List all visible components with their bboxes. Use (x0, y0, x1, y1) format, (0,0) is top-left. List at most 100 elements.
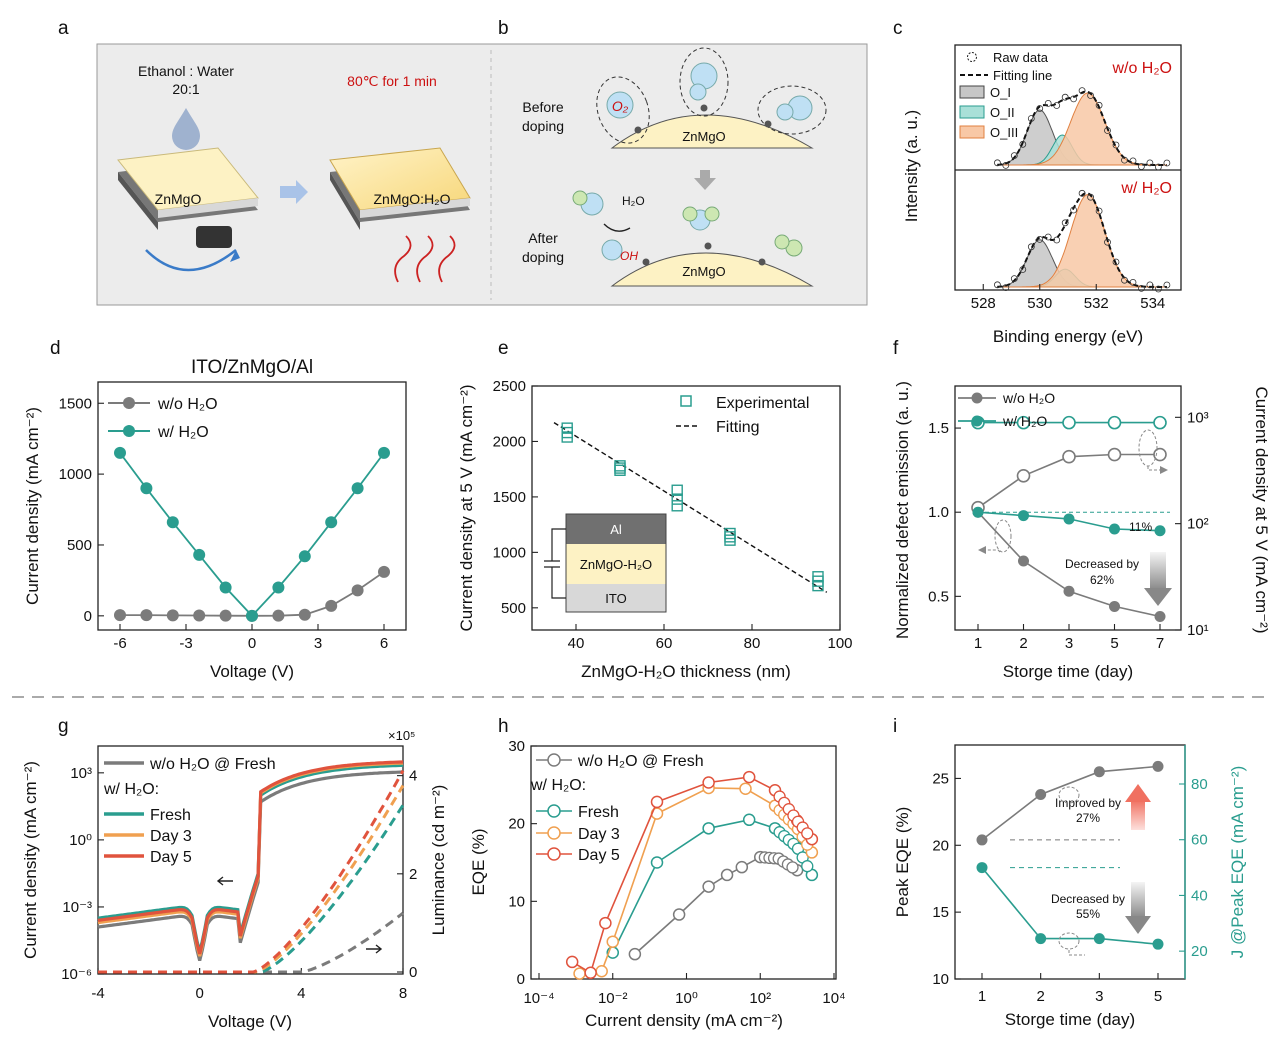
legend-h-teal: Fresh (578, 804, 619, 821)
xps-raw-point (1044, 233, 1052, 241)
xps-fitting-line (997, 192, 1167, 288)
annotation-i-decreased: Decreased by (1051, 892, 1125, 906)
chart-f-xlabel: Storge time (day) (1003, 662, 1133, 681)
chart-c-plot (994, 87, 1171, 293)
legend-oiii: O_III (990, 125, 1018, 140)
annotation-i-improved: Improved by (1055, 796, 1121, 810)
point-h-red (702, 776, 715, 789)
point-h-orange (573, 967, 586, 980)
xps-raw-point (1163, 159, 1171, 167)
xps-raw-point (1036, 105, 1044, 112)
heat-wave-icon (416, 235, 434, 283)
point-h-gray (702, 880, 715, 893)
tick-label-i-x: 3 (1095, 988, 1103, 1005)
point-i-peak-eqe (1035, 788, 1047, 800)
legend-marker-raw (967, 52, 977, 62)
point-d-gray (325, 599, 338, 612)
axis-indicator-f (1138, 429, 1158, 467)
legend-marker-gray (971, 392, 983, 404)
tick-label-g-x: 4 (297, 985, 305, 1002)
point-d-gray (351, 584, 364, 597)
point-f-current-teal (1016, 415, 1031, 430)
legend-swatch-oiii (959, 125, 985, 139)
xps-raw-point (1121, 156, 1128, 164)
legend-marker-orange (547, 826, 561, 840)
grain-bottom-label: ZnMgO (682, 264, 725, 279)
chart-h: 10⁻⁴ 10⁻² 10⁰ 10² 10⁴ 0 10 20 30 Current density… (469, 738, 846, 1030)
xps-raw-point (1155, 285, 1162, 293)
axis-arrowhead-f (1160, 466, 1168, 474)
inset-layer-al-label: Al (610, 522, 622, 537)
point-d-teal (140, 482, 153, 495)
chart-h-ylabel: EQE (%) (469, 828, 488, 895)
tick-label-i-y: 15 (932, 904, 949, 921)
xps-raw-point (1078, 87, 1086, 94)
annotation-i-55: 55% (1076, 907, 1100, 921)
axis-arrow-f (1147, 466, 1160, 471)
chart-d-title: ITO/ZnMgO/Al (191, 357, 313, 378)
point-i-peak-eqe (1093, 766, 1105, 778)
xps-raw-point (1053, 236, 1061, 244)
annotation-i-27: 27% (1076, 811, 1100, 825)
xps-raw-point (1070, 95, 1077, 103)
legend-h-gray: w/o H₂O @ Fresh (577, 753, 704, 770)
substrate-right-side (330, 172, 360, 230)
xps-raw-point (1002, 161, 1010, 169)
xps-raw-point (994, 281, 1001, 289)
doping-arrow-icon (694, 170, 716, 190)
point-h-teal (801, 860, 814, 873)
point-h-gray (720, 868, 734, 882)
trend-arrowhead-down-i (1125, 916, 1151, 934)
xps-raw-point (1087, 193, 1094, 201)
xps-raw-point (1010, 152, 1018, 160)
point-f-defect-teal (1063, 513, 1075, 525)
panel-letter-e: e (498, 338, 509, 359)
series-g-current-gray (97, 770, 404, 961)
point-f-current-gray (1107, 447, 1122, 462)
xps-raw-point (1112, 141, 1120, 149)
film-right-label: ZnMgO:H₂O (374, 191, 451, 207)
series-i-j-peak (981, 867, 1159, 945)
inset-layer-znmgo (566, 544, 666, 584)
tick-label-d-y: 500 (67, 537, 92, 554)
before-label-2: doping (522, 118, 564, 134)
panel-letter-h: h (498, 716, 509, 737)
chart-g-axes: -4 0 4 8 10⁻⁶ 10⁻³ 10⁰ 10³ 0 2 4 (61, 765, 417, 1002)
tick-label-e-y: 2500 (493, 378, 526, 395)
point-d-gray (140, 609, 153, 622)
point-d-teal (325, 516, 338, 529)
chart-g-ylabel: Current density (mA cm⁻²) (21, 761, 40, 959)
point-e (812, 575, 824, 587)
tick-label-f-x: 3 (1065, 635, 1073, 652)
point-h-red (599, 916, 612, 930)
substrate-left-side (118, 172, 158, 230)
chart-i-plot (976, 760, 1164, 950)
chart-f: 1 2 3 5 7 0.5 1.0 1.5 10¹ 10² 10³ Storge time (day… (893, 381, 1270, 681)
point-d-teal (378, 446, 390, 459)
chart-i-ylabel: Peak EQE (%) (893, 807, 912, 918)
point-h-red (742, 770, 756, 784)
legend-f-gray: w/o H₂O (1002, 390, 1055, 406)
after-label-1: After (528, 230, 558, 246)
tick-label-f-y: 1.5 (928, 420, 949, 437)
chart-c: 528 530 532 534 Binding energy (eV) Intensi… (902, 44, 1182, 346)
xps-raw-point (1129, 157, 1137, 165)
xps-raw-point (1146, 159, 1154, 167)
series-g-luminance-teal (98, 804, 405, 974)
xps-raw-point (1019, 140, 1027, 148)
legend-marker-red (547, 847, 561, 861)
xps-raw-point (1095, 207, 1103, 215)
panel-letter-g: g (58, 716, 69, 737)
chart-g-y2label: Luminance (cd m⁻²) (429, 785, 448, 936)
tick-label-h-x: 10⁻⁴ (523, 990, 554, 1007)
xps-raw-point (1010, 275, 1018, 283)
chart-h-frame (530, 745, 837, 980)
xps-raw-point (1104, 238, 1111, 246)
tick-label-g-y2: 0 (409, 964, 417, 981)
legend-swatch-oii (959, 105, 985, 119)
heat-wave-icon (394, 235, 412, 283)
grain-top-label: ZnMgO (682, 129, 725, 144)
chart-d-plot (114, 446, 390, 622)
tick-label-g-y2: 2 (409, 866, 417, 883)
